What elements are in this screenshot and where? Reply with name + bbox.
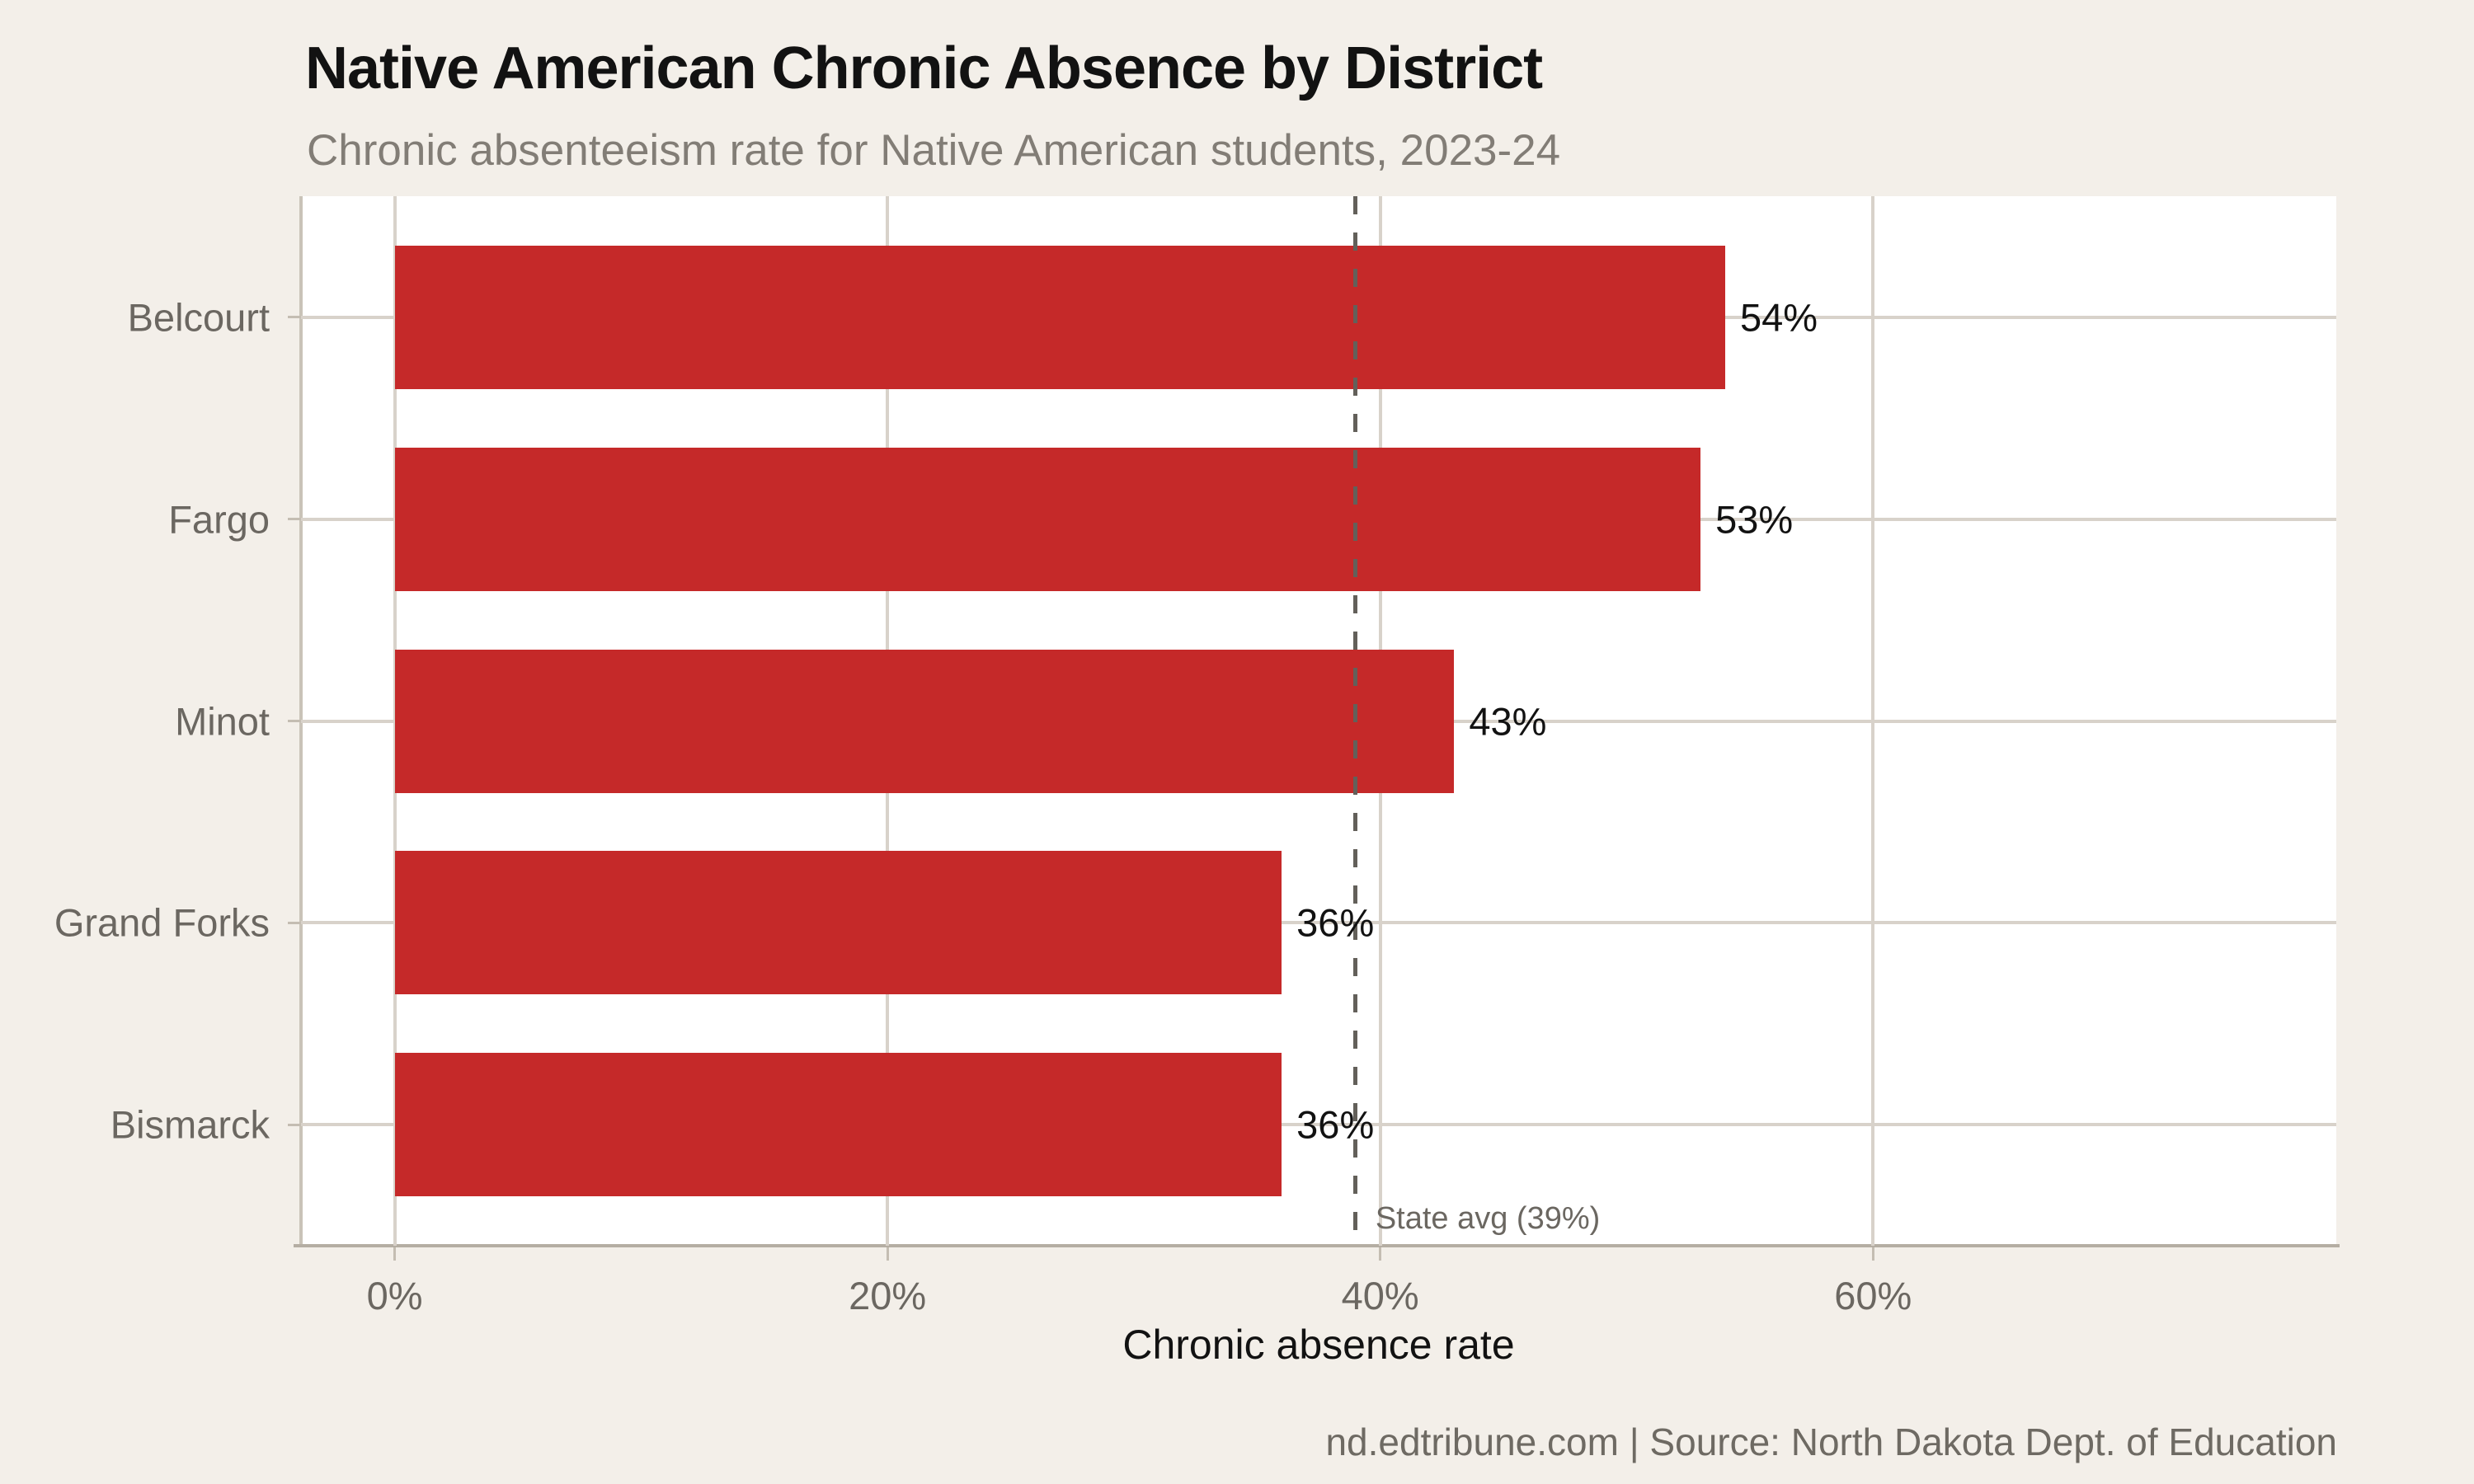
x-tick-mark [1871,1247,1874,1261]
source-credit: nd.edtribune.com | Source: North Dakota … [1325,1421,2337,1463]
state-avg-label: State avg (39%) [1375,1201,1601,1236]
bar [394,649,1455,793]
x-tick-label: 20% [849,1274,927,1317]
y-gridline [301,921,2336,925]
bar-value-label: 43% [1469,699,1547,743]
y-axis-label: Belcourt [127,295,270,340]
y-tick-mark [288,518,301,521]
x-tick-mark [393,1247,397,1261]
bar-value-label: 36% [1296,900,1375,945]
x-tick-mark [886,1247,889,1261]
bar-value-label: 36% [1296,1102,1375,1147]
bar [394,245,1725,389]
bar [394,851,1282,995]
x-tick-label: 0% [366,1274,423,1317]
bar-value-label: 54% [1740,295,1818,340]
y-axis-label: Bismarck [110,1102,270,1147]
state-avg-line [1353,196,1358,1246]
chart-title: Native American Chronic Absence by Distr… [305,35,1543,101]
x-tick-mark [1379,1247,1382,1261]
y-axis-label: Minot [175,699,270,743]
x-axis-line [294,1244,2340,1247]
x-axis-title: Chronic absence rate [1122,1322,1515,1368]
x-tick-label: 40% [1341,1274,1419,1317]
bar [394,447,1701,591]
y-tick-mark [288,921,301,924]
y-tick-mark [288,316,301,319]
y-axis-label: Grand Forks [54,900,270,945]
chart-subtitle: Chronic absenteeism rate for Native Amer… [307,126,1561,175]
y-gridline [301,1123,2336,1127]
bar [394,1053,1282,1197]
y-tick-mark [288,720,301,722]
bar-value-label: 53% [1715,497,1794,542]
y-axis-label: Fargo [168,497,270,542]
x-tick-label: 60% [1834,1274,1912,1317]
y-tick-mark [288,1123,301,1126]
plot-area: 54% 53% 43% 36% 36% State avg (39%) [301,196,2336,1246]
